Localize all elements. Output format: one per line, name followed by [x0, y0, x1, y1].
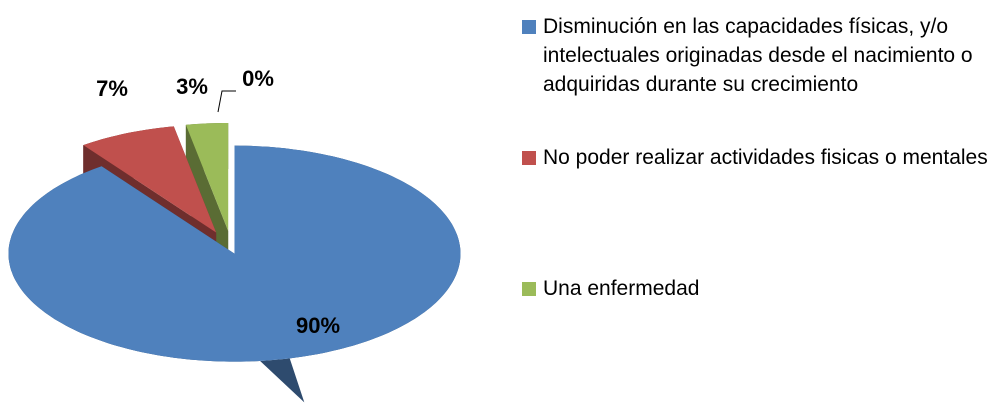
data-label: 0%	[242, 66, 274, 91]
data-label: 90%	[296, 313, 340, 338]
legend-entry: No poder realizar actividades fisicas o …	[522, 143, 992, 172]
legend-entry: Una enfermedad	[522, 274, 992, 303]
legend-label: Disminución en las capacidades físicas, …	[543, 15, 973, 96]
leader-line	[217, 90, 236, 113]
slice	[185, 123, 229, 231]
legend-label: No poder realizar actividades fisicas o …	[543, 146, 988, 169]
data-label: 3%	[176, 74, 208, 99]
slice	[83, 126, 217, 233]
legend-label: Una enfermedad	[543, 277, 700, 300]
legend-swatch	[522, 151, 536, 165]
slice	[8, 145, 461, 362]
legend-entry: Disminución en las capacidades físicas, …	[522, 12, 992, 99]
legend-swatch	[522, 20, 536, 34]
legend-swatch	[522, 282, 536, 296]
data-label: 7%	[96, 76, 128, 101]
